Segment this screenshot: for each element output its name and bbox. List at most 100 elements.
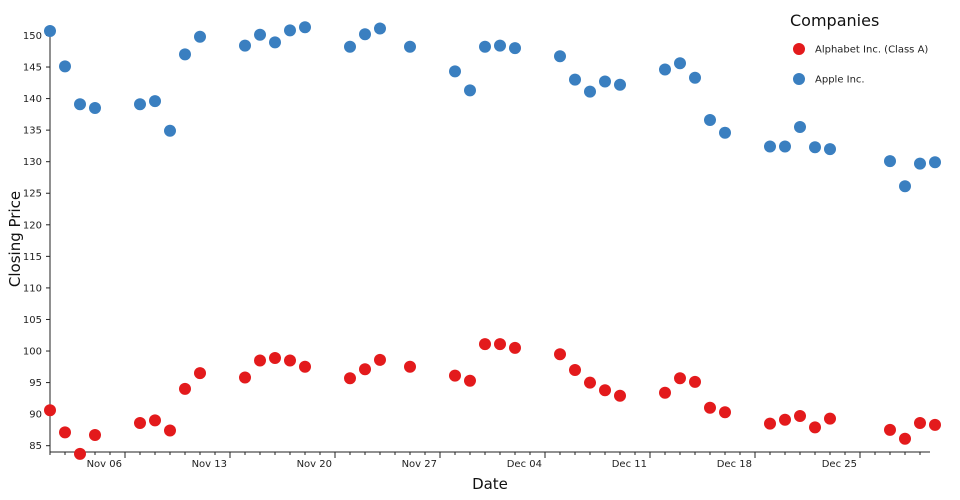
y-axis-title: Closing Price xyxy=(6,191,24,287)
data-point xyxy=(149,95,161,108)
data-point xyxy=(164,424,176,437)
y-tick-label: 95 xyxy=(29,378,42,389)
data-point xyxy=(779,140,791,153)
data-point xyxy=(914,417,926,429)
x-tick-label: Nov 06 xyxy=(87,459,122,470)
data-point xyxy=(824,412,836,425)
data-point xyxy=(764,417,776,430)
data-point xyxy=(374,22,386,35)
data-point xyxy=(74,447,86,460)
data-point xyxy=(299,21,311,34)
data-point xyxy=(269,352,281,364)
data-point xyxy=(359,363,371,376)
data-point xyxy=(464,374,476,387)
legend-label: Apple Inc. xyxy=(815,75,865,86)
y-tick-label: 110 xyxy=(23,283,42,294)
data-point xyxy=(254,354,266,367)
data-point xyxy=(554,50,566,63)
y-tick-label: 100 xyxy=(23,347,42,358)
y-tick-label: 85 xyxy=(29,441,42,452)
x-tick-label: Nov 20 xyxy=(297,459,332,470)
data-point xyxy=(44,25,56,37)
data-point xyxy=(89,102,101,114)
y-tick-label: 150 xyxy=(23,31,42,42)
y-tick-label: 90 xyxy=(29,410,42,421)
data-point xyxy=(464,84,476,97)
y-tick-label: 140 xyxy=(23,94,42,105)
data-point xyxy=(614,78,626,91)
legend-marker xyxy=(793,43,805,55)
data-point xyxy=(149,414,161,427)
data-point xyxy=(164,124,176,137)
legend-marker xyxy=(793,73,805,85)
x-tick-label: Dec 11 xyxy=(612,459,647,470)
data-point xyxy=(404,360,416,373)
data-point xyxy=(659,63,671,76)
y-tick-label: 105 xyxy=(23,315,42,326)
data-point xyxy=(254,28,266,41)
data-point xyxy=(929,418,941,431)
data-point xyxy=(554,348,566,361)
data-point xyxy=(404,40,416,53)
legend-label: Alphabet Inc. (Class A) xyxy=(815,45,928,56)
data-point xyxy=(809,421,821,434)
y-tick-label: 115 xyxy=(23,252,42,263)
data-points xyxy=(44,21,941,460)
data-point xyxy=(509,341,521,354)
data-point xyxy=(59,60,71,73)
data-point xyxy=(719,406,731,419)
data-point xyxy=(599,384,611,397)
data-point xyxy=(299,360,311,373)
legend-title: Companies xyxy=(790,11,879,30)
x-tick-label: Dec 25 xyxy=(822,459,857,470)
data-point xyxy=(479,40,491,53)
data-point xyxy=(794,410,806,422)
data-point xyxy=(344,40,356,53)
y-axis: 85 90 95 100 105 110 115 120 125 130 135 140 145 150 xyxy=(23,26,51,452)
data-point xyxy=(194,30,206,43)
data-point xyxy=(584,376,596,389)
data-point xyxy=(269,36,281,49)
data-point xyxy=(284,354,296,367)
data-point xyxy=(764,140,776,153)
data-point xyxy=(689,71,701,84)
y-tick-label: 130 xyxy=(23,157,42,168)
data-point xyxy=(899,432,911,445)
data-point xyxy=(134,417,146,429)
series-apple xyxy=(44,21,941,193)
data-point xyxy=(569,73,581,86)
data-point xyxy=(584,85,596,98)
data-point xyxy=(179,382,191,395)
data-point xyxy=(689,375,701,388)
y-tick-label: 125 xyxy=(23,189,42,200)
legend: Companies Alphabet Inc. (Class A) Apple I… xyxy=(790,11,928,86)
data-point xyxy=(134,98,146,111)
data-point xyxy=(89,429,101,441)
data-point xyxy=(569,364,581,376)
data-point xyxy=(719,126,731,139)
data-point xyxy=(614,389,626,402)
data-point xyxy=(884,155,896,168)
data-point xyxy=(179,48,191,61)
y-tick-label: 120 xyxy=(23,220,42,231)
data-point xyxy=(809,141,821,154)
data-point xyxy=(914,157,926,170)
data-point xyxy=(884,423,896,436)
x-tick-label: Dec 18 xyxy=(717,459,752,470)
x-axis: Nov 06 Nov 13 Nov 20 Nov 27 Dec 04 Dec 11 Dec … xyxy=(49,451,930,470)
data-point xyxy=(479,338,491,351)
y-tick-label: 145 xyxy=(23,63,42,74)
data-point xyxy=(44,404,56,417)
data-point xyxy=(374,353,386,366)
x-axis-title: Date xyxy=(472,475,508,493)
data-point xyxy=(659,386,671,399)
data-point xyxy=(344,372,356,385)
data-point xyxy=(59,426,71,439)
data-point xyxy=(74,98,86,111)
data-point xyxy=(899,180,911,193)
data-point xyxy=(494,338,506,351)
y-tick-label: 135 xyxy=(23,126,42,137)
data-point xyxy=(599,75,611,88)
data-point xyxy=(704,401,716,414)
